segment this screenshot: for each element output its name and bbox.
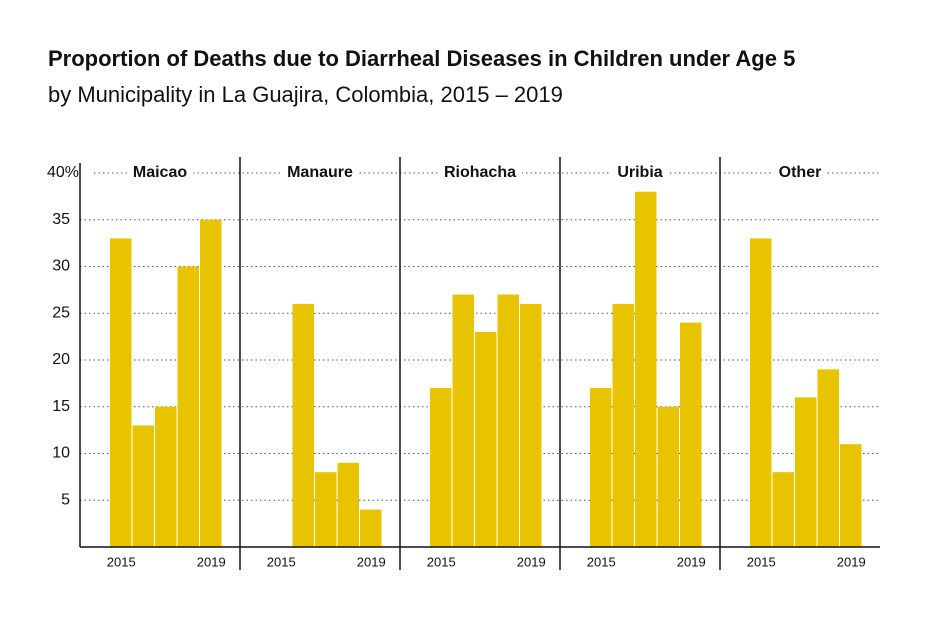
panel-title-background bbox=[281, 164, 359, 182]
x-tick-label: 2015 bbox=[747, 554, 776, 569]
x-tick-label: 2015 bbox=[267, 554, 296, 569]
bar bbox=[520, 303, 542, 547]
bar bbox=[132, 425, 154, 547]
bar bbox=[657, 406, 679, 547]
bar bbox=[430, 388, 452, 547]
bar bbox=[817, 369, 839, 547]
bar bbox=[315, 472, 337, 547]
bar bbox=[200, 219, 222, 547]
y-tick-label: 10 bbox=[52, 445, 70, 462]
panel-title: Other bbox=[779, 164, 822, 181]
panel-title-background bbox=[126, 164, 194, 182]
panel-title: Riohacha bbox=[444, 164, 516, 181]
bar bbox=[177, 266, 199, 547]
bar bbox=[110, 238, 132, 547]
bar bbox=[840, 444, 862, 547]
chart-title: Proportion of Deaths due to Diarrheal Di… bbox=[48, 46, 795, 71]
y-tick-label: 15 bbox=[52, 398, 70, 415]
bar bbox=[337, 462, 359, 547]
bar bbox=[292, 303, 314, 547]
x-tick-label: 2019 bbox=[517, 554, 546, 569]
y-tick-label: 25 bbox=[52, 304, 70, 321]
bar bbox=[497, 294, 519, 547]
bar bbox=[475, 331, 497, 547]
bar bbox=[635, 191, 657, 547]
bar bbox=[680, 322, 702, 547]
bar bbox=[772, 472, 794, 547]
bar bbox=[452, 294, 474, 547]
panel-title-background bbox=[772, 164, 828, 182]
bar bbox=[750, 238, 772, 547]
x-tick-label: 2019 bbox=[197, 554, 226, 569]
y-tick-label: 30 bbox=[52, 258, 70, 275]
panel-title: Maicao bbox=[133, 164, 187, 181]
chart-subtitle: by Municipality in La Guajira, Colombia,… bbox=[48, 82, 563, 107]
bar bbox=[360, 509, 382, 547]
bar bbox=[155, 406, 177, 547]
panel-title-background bbox=[437, 164, 523, 182]
x-tick-label: 2015 bbox=[107, 554, 136, 569]
y-tick-label: 40% bbox=[47, 164, 79, 181]
x-tick-label: 2019 bbox=[837, 554, 866, 569]
panel-title: Uribia bbox=[617, 164, 662, 181]
y-tick-label: 5 bbox=[61, 491, 70, 508]
x-tick-label: 2015 bbox=[587, 554, 616, 569]
panel-title-background bbox=[611, 164, 669, 182]
bar bbox=[590, 388, 612, 547]
x-tick-label: 2019 bbox=[357, 554, 386, 569]
bar bbox=[795, 397, 817, 547]
y-tick-label: 35 bbox=[52, 211, 70, 228]
x-tick-label: 2015 bbox=[427, 554, 456, 569]
x-tick-label: 2019 bbox=[677, 554, 706, 569]
panel-title: Manaure bbox=[287, 164, 353, 181]
y-tick-label: 20 bbox=[52, 351, 70, 368]
bar bbox=[612, 303, 634, 547]
